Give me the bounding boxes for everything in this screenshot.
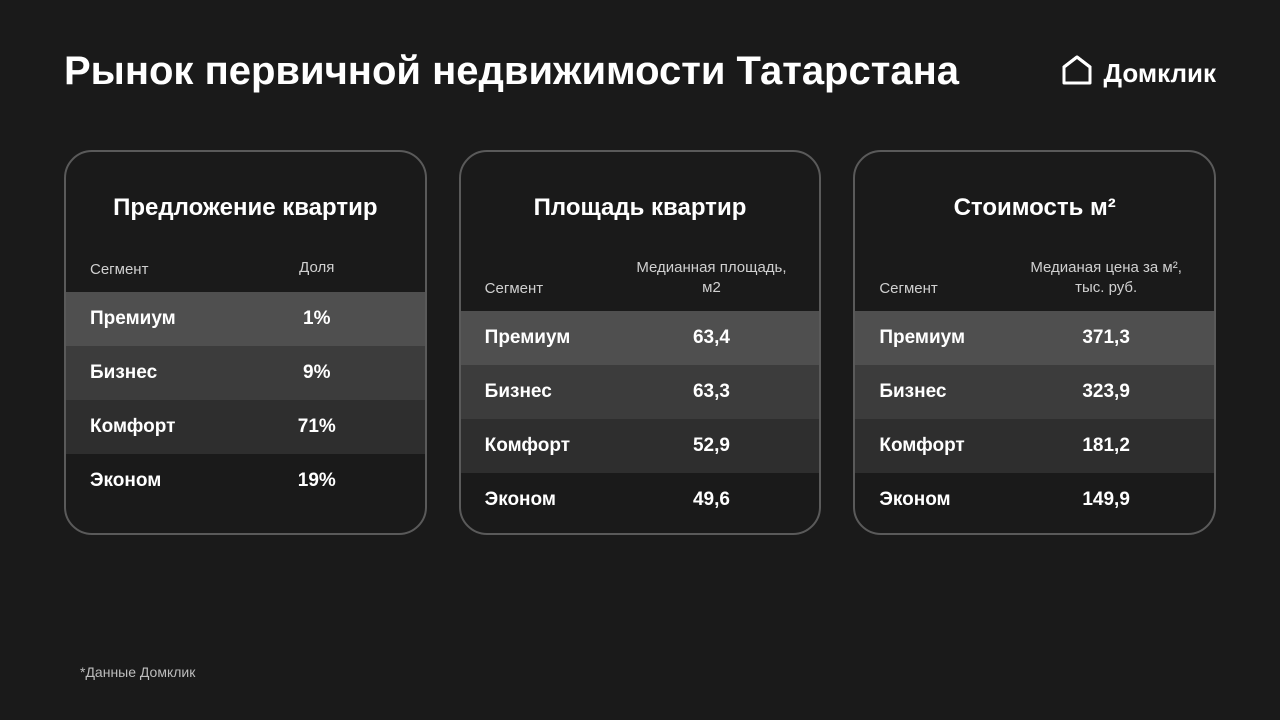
col-segment-label: Сегмент [485,280,628,297]
col-segment-label: Сегмент [879,280,1022,297]
cell-segment: Эконом [90,470,233,492]
cell-value: 371,3 [1022,327,1190,349]
cell-value: 63,4 [628,327,796,349]
table-row: Бизнес 63,3 [461,365,820,419]
cell-value: 63,3 [628,381,796,403]
cell-segment: Комфорт [485,435,628,457]
brand-name: Домклик [1104,58,1216,89]
cell-value: 149,9 [1022,489,1190,511]
card-price: Стоимость м² Сегмент Медианая цена за м²… [853,150,1216,535]
cell-segment: Бизнес [90,362,233,384]
cell-value: 323,9 [1022,381,1190,403]
cell-segment: Эконом [879,489,1022,511]
table-header: Сегмент Медианая цена за м², тыс. руб. [855,240,1214,311]
cell-value: 71% [233,416,401,438]
table-row: Эконом 49,6 [461,473,820,527]
table-row: Эконом 149,9 [855,473,1214,527]
table-row: Премиум 371,3 [855,311,1214,365]
card-area: Площадь квартир Сегмент Медианная площад… [459,150,822,535]
page-title: Рынок первичной недвижимости Татарстана [64,48,959,94]
table-row: Комфорт 52,9 [461,419,820,473]
house-icon [1060,54,1094,93]
cell-segment: Премиум [485,327,628,349]
cell-segment: Эконом [485,489,628,511]
col-value-label: Медианая цена за м², тыс. руб. [1022,258,1190,297]
cell-segment: Бизнес [485,381,628,403]
header: Рынок первичной недвижимости Татарстана … [64,48,1216,94]
table-row: Бизнес 9% [66,346,425,400]
table-header: Сегмент Медианная площадь, м2 [461,240,820,311]
cell-value: 9% [233,362,401,384]
card-title: Стоимость м² [855,176,1214,240]
table-header: Сегмент Доля [66,240,425,292]
cell-segment: Комфорт [90,416,233,438]
table-row: Эконом 19% [66,454,425,508]
cell-value: 52,9 [628,435,796,457]
card-title: Предложение квартир [66,176,425,240]
table-row: Бизнес 323,9 [855,365,1214,419]
card-offer: Предложение квартир Сегмент Доля Премиум… [64,150,427,535]
table-row: Комфорт 71% [66,400,425,454]
cell-value: 181,2 [1022,435,1190,457]
col-value-label: Медианная площадь, м2 [628,258,796,297]
col-value-label: Доля [233,258,401,278]
cell-segment: Премиум [879,327,1022,349]
cell-segment: Бизнес [879,381,1022,403]
cell-segment: Комфорт [879,435,1022,457]
cell-value: 49,6 [628,489,796,511]
brand: Домклик [1060,54,1216,93]
table-row: Комфорт 181,2 [855,419,1214,473]
cell-value: 1% [233,308,401,330]
card-title: Площадь квартир [461,176,820,240]
table-row: Премиум 63,4 [461,311,820,365]
cards-container: Предложение квартир Сегмент Доля Премиум… [64,150,1216,535]
footnote: *Данные Домклик [80,664,195,680]
cell-value: 19% [233,470,401,492]
col-segment-label: Сегмент [90,261,233,278]
cell-segment: Премиум [90,308,233,330]
table-row: Премиум 1% [66,292,425,346]
